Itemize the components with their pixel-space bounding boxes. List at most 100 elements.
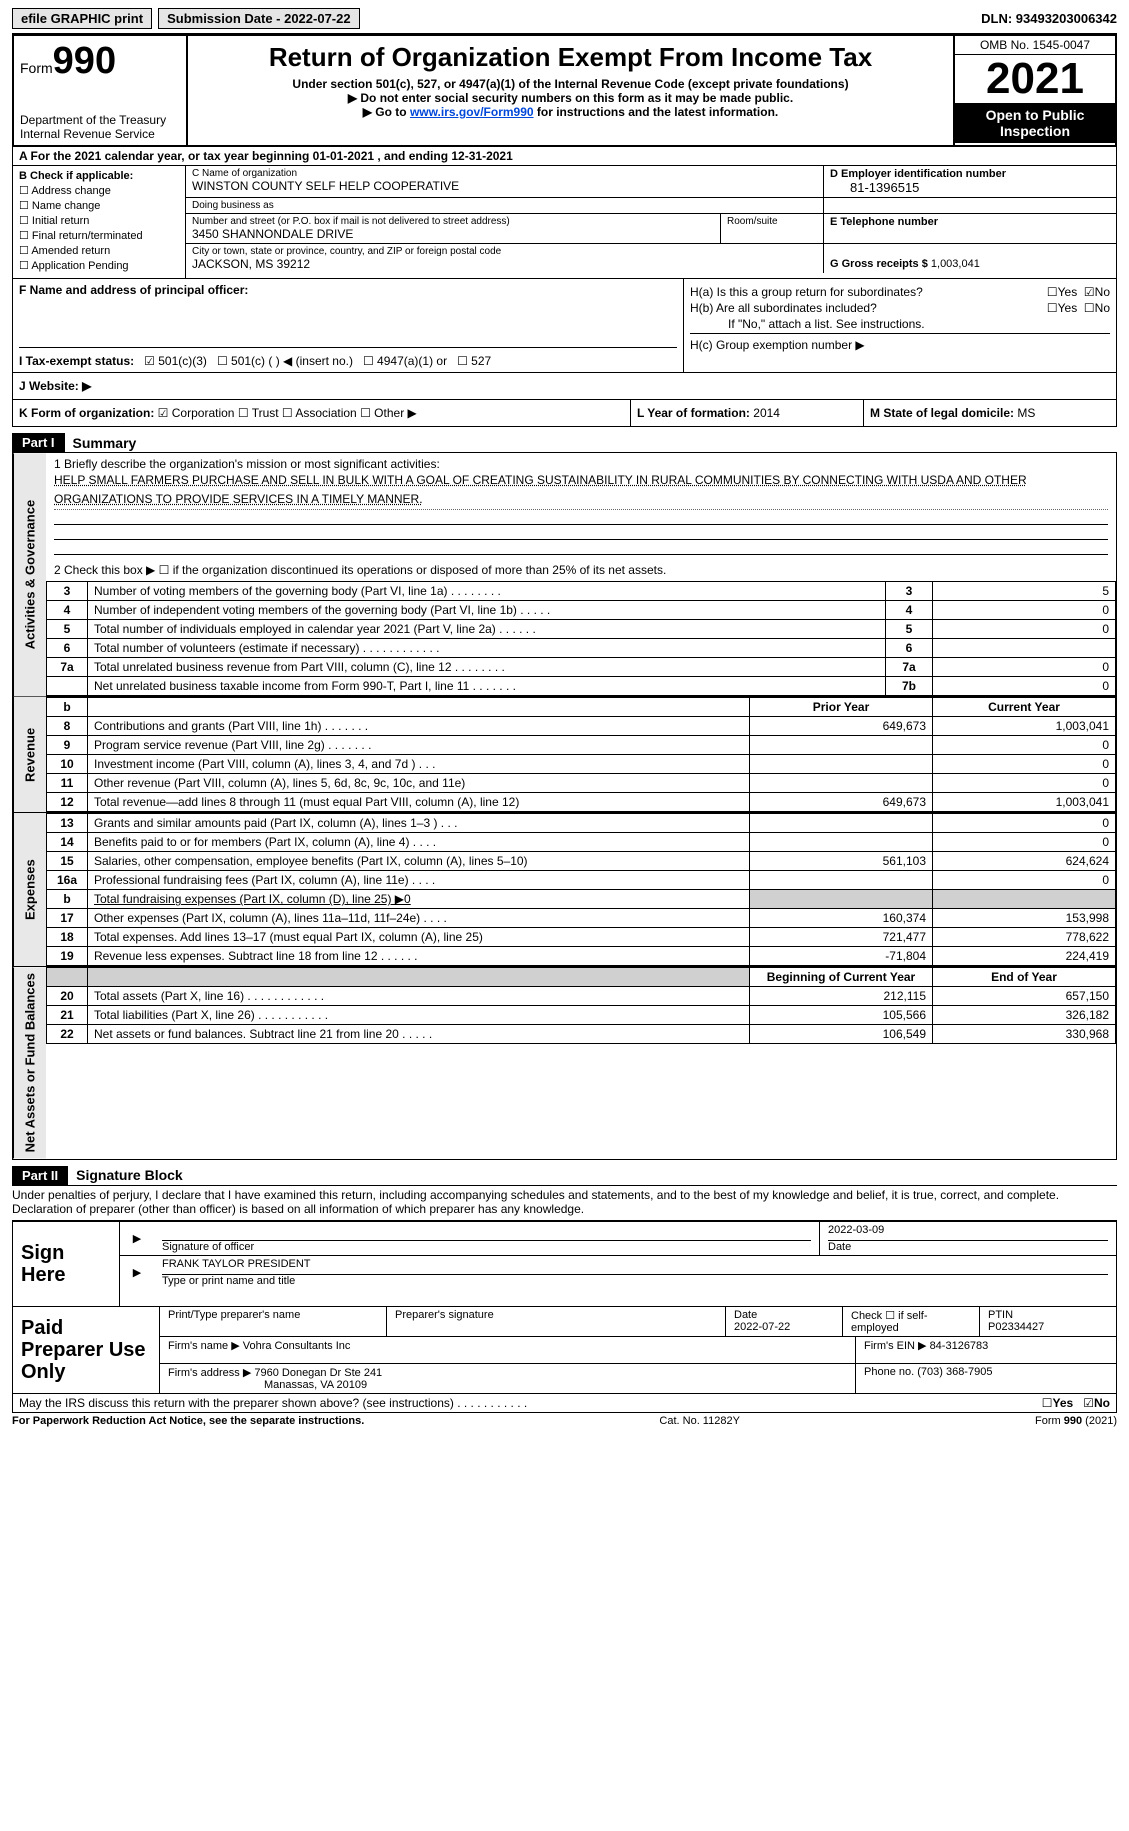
header-center: Return of Organization Exempt From Incom…: [188, 36, 953, 145]
ptin-value: P02334427: [988, 1321, 1044, 1333]
dept-label: Department of the Treasury: [20, 113, 180, 127]
check-527[interactable]: ☐ 527: [457, 354, 491, 368]
self-employed-check[interactable]: Check ☐ if self-employed: [843, 1307, 980, 1336]
group-return-cell: H(a) Is this a group return for subordin…: [683, 279, 1116, 372]
discuss-row: May the IRS discuss this return with the…: [12, 1394, 1117, 1413]
vtab-revenue: Revenue: [13, 697, 46, 812]
table-row: 18Total expenses. Add lines 13–17 (must …: [47, 928, 1116, 947]
ein-spacer: [823, 198, 1116, 213]
table-row: 15Salaries, other compensation, employee…: [47, 852, 1116, 871]
form-of-org-cell: K Form of organization: ☑ Corporation ☐ …: [13, 400, 630, 426]
dba-cell: Doing business as: [186, 198, 823, 213]
omb-number: OMB No. 1545-0047: [955, 36, 1115, 55]
row-j-website: J Website: ▶: [12, 373, 1117, 400]
vtab-net-assets: Net Assets or Fund Balances: [13, 967, 46, 1158]
part1-tab: Part I: [12, 433, 65, 452]
open-public-badge: Open to Public Inspection: [955, 103, 1115, 143]
officer-name-title: FRANK TAYLOR PRESIDENT: [162, 1258, 1108, 1275]
vtab-activities: Activities & Governance: [13, 453, 46, 696]
year-formation-cell: L Year of formation: 2014: [630, 400, 863, 426]
penalties-statement: Under penalties of perjury, I declare th…: [12, 1185, 1117, 1218]
preparer-sig-label: Preparer's signature: [387, 1307, 726, 1336]
column-b-checkboxes: B Check if applicable: ☐ Address change …: [13, 166, 186, 278]
check-4947[interactable]: ☐ 4947(a)(1) or: [363, 354, 447, 368]
check-address-change[interactable]: ☐ Address change: [19, 184, 179, 197]
table-row: 21Total liabilities (Part X, line 26) . …: [47, 1006, 1116, 1025]
firm-ein: 84-3126783: [930, 1340, 989, 1352]
net-assets-table: Beginning of Current YearEnd of Year 20T…: [46, 967, 1116, 1044]
dln-label: DLN: 93493203006342: [981, 11, 1117, 26]
check-final-return[interactable]: ☐ Final return/terminated: [19, 229, 179, 242]
check-501c[interactable]: ☐ 501(c) ( ) ◀ (insert no.): [217, 354, 353, 368]
part2-header: Part II Signature Block: [12, 1166, 1117, 1185]
row-klm: K Form of organization: ☑ Corporation ☐ …: [12, 400, 1117, 427]
net-assets-block: Net Assets or Fund Balances Beginning of…: [12, 967, 1117, 1159]
check-trust[interactable]: ☐ Trust: [238, 406, 279, 420]
firm-phone: (703) 368-7905: [917, 1366, 992, 1378]
check-501c3[interactable]: ☑ 501(c)(3): [144, 354, 207, 368]
table-row: 20Total assets (Part X, line 16) . . . .…: [47, 987, 1116, 1006]
table-row: 11Other revenue (Part VIII, column (A), …: [47, 774, 1116, 793]
part2-title: Signature Block: [76, 1167, 183, 1183]
table-row: 16aProfessional fundraising fees (Part I…: [47, 871, 1116, 890]
table-row: 3Number of voting members of the governi…: [47, 582, 1116, 601]
check-application-pending[interactable]: ☐ Application Pending: [19, 259, 179, 272]
irs-link[interactable]: www.irs.gov/Form990: [410, 105, 534, 119]
top-toolbar: efile GRAPHIC print Submission Date - 20…: [12, 8, 1117, 29]
preparer-name-label: Print/Type preparer's name: [160, 1307, 387, 1336]
table-row: 8Contributions and grants (Part VIII, li…: [47, 717, 1116, 736]
table-row: 12Total revenue—add lines 8 through 11 (…: [47, 793, 1116, 812]
expenses-block: Expenses 13Grants and similar amounts pa…: [12, 813, 1117, 967]
table-row: 13Grants and similar amounts paid (Part …: [47, 814, 1116, 833]
firm-address1: 7960 Donegan Dr Ste 241: [254, 1367, 382, 1379]
arrow-icon: ▶: [120, 1222, 154, 1255]
telephone-cell: E Telephone number: [823, 214, 1116, 243]
check-association[interactable]: ☐ Association: [282, 406, 357, 420]
check-amended-return[interactable]: ☐ Amended return: [19, 244, 179, 257]
prep-date: 2022-07-22: [734, 1321, 790, 1333]
check-initial-return[interactable]: ☐ Initial return: [19, 214, 179, 227]
page-footer: For Paperwork Reduction Act Notice, see …: [12, 1413, 1117, 1429]
governance-table: 3Number of voting members of the governi…: [46, 581, 1116, 696]
table-row: 14Benefits paid to or for members (Part …: [47, 833, 1116, 852]
part1-header: Part I Summary: [12, 433, 1117, 452]
col-b-header: B Check if applicable:: [19, 170, 179, 182]
efile-button[interactable]: efile GRAPHIC print: [12, 8, 152, 29]
signature-date: 2022-03-09: [828, 1224, 1108, 1241]
form-prefix: Form: [20, 60, 53, 76]
table-row: 7aTotal unrelated business revenue from …: [47, 658, 1116, 677]
revenue-block: Revenue bPrior YearCurrent Year 8Contrib…: [12, 697, 1117, 813]
state-domicile-cell: M State of legal domicile: MS: [863, 400, 1116, 426]
table-row: 5Total number of individuals employed in…: [47, 620, 1116, 639]
table-row: 22Net assets or fund balances. Subtract …: [47, 1025, 1116, 1044]
paid-preparer-label: Paid Preparer Use Only: [13, 1307, 159, 1393]
check-other[interactable]: ☐ Other ▶: [360, 406, 417, 420]
signature-block: Sign Here ▶ Signature of officer 2022-03…: [12, 1220, 1117, 1307]
arrow-icon: ▶: [120, 1256, 154, 1289]
line2-discontinued: 2 Check this box ▶ ☐ if the organization…: [46, 559, 1116, 581]
table-row: Net unrelated business taxable income fr…: [47, 677, 1116, 696]
form-number: 990: [53, 40, 116, 82]
table-row: bTotal fundraising expenses (Part IX, co…: [47, 890, 1116, 909]
table-row: 6Total number of volunteers (estimate if…: [47, 639, 1116, 658]
part1-title: Summary: [73, 435, 137, 451]
table-row: 10Investment income (Part VIII, column (…: [47, 755, 1116, 774]
tax-exempt-label: I Tax-exempt status:: [19, 354, 134, 368]
mission-section: 1 Briefly describe the organization's mi…: [46, 453, 1116, 559]
sign-here-label: Sign Here: [13, 1222, 119, 1306]
footer-left: For Paperwork Reduction Act Notice, see …: [12, 1415, 364, 1427]
tax-year: 2021: [955, 55, 1115, 103]
signature-officer-label: Signature of officer: [162, 1241, 811, 1253]
block-bcd: B Check if applicable: ☐ Address change …: [12, 166, 1117, 279]
type-name-label: Type or print name and title: [162, 1275, 1108, 1287]
check-name-change[interactable]: ☐ Name change: [19, 199, 179, 212]
form-note1: ▶ Do not enter social security numbers o…: [196, 91, 945, 105]
form-note2: ▶ Go to www.irs.gov/Form990 for instruct…: [196, 105, 945, 119]
gross-receipts-cell: G Gross receipts $ 1,003,041: [823, 244, 1116, 273]
header-left: Form990 Department of the Treasury Inter…: [14, 36, 188, 145]
footer-cat: Cat. No. 11282Y: [659, 1415, 740, 1427]
irs-label: Internal Revenue Service: [20, 127, 180, 141]
check-corporation[interactable]: ☑ Corporation: [158, 406, 235, 420]
revenue-table: bPrior YearCurrent Year 8Contributions a…: [46, 697, 1116, 812]
submission-date-button[interactable]: Submission Date - 2022-07-22: [158, 8, 360, 29]
